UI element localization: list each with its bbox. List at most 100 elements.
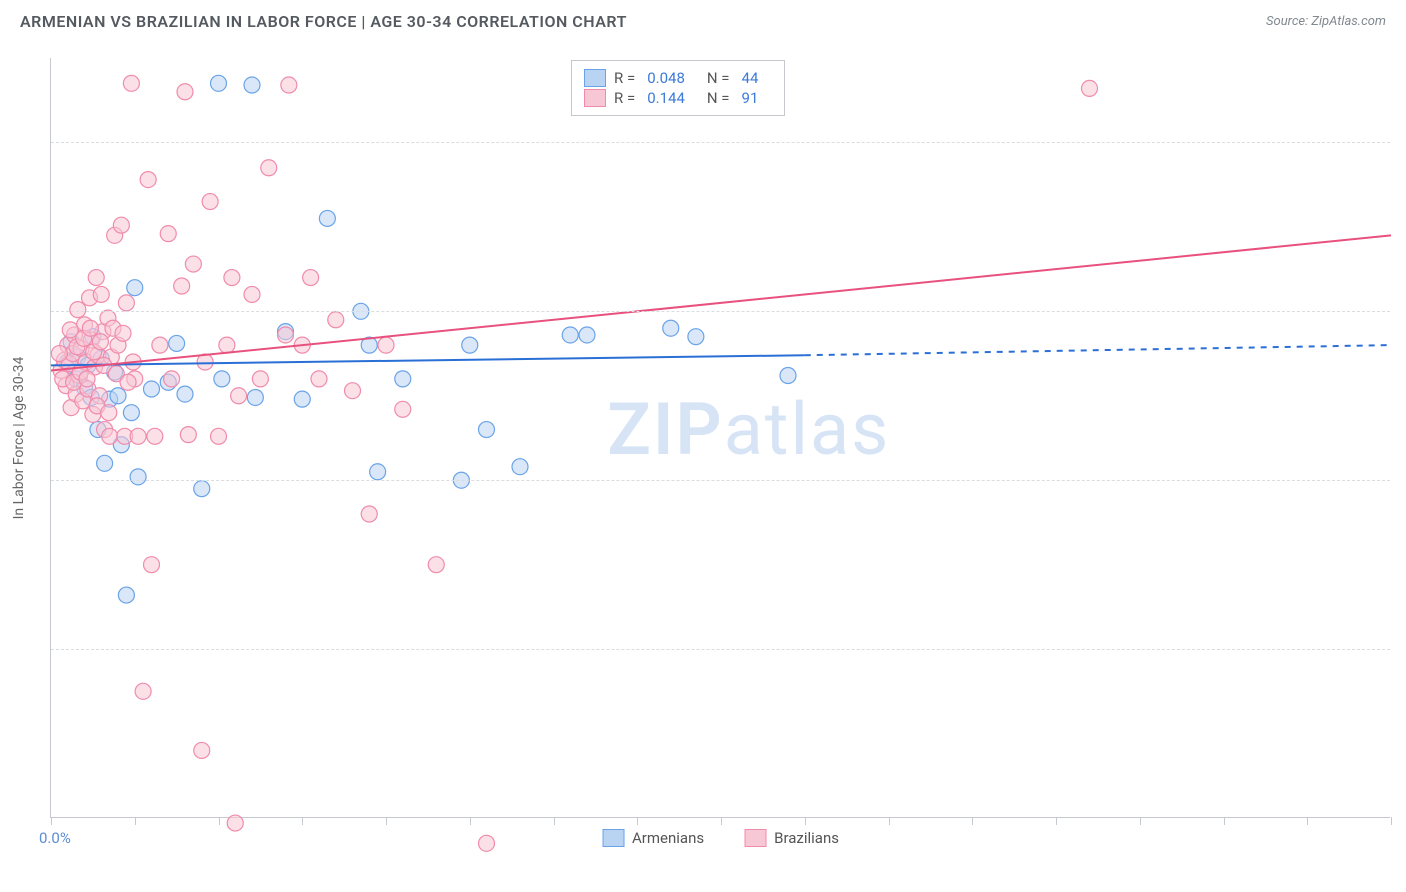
legend-stat-row-armenians: R =0.048N =44 <box>584 69 772 87</box>
data-point-brazilians <box>144 557 160 573</box>
stat-n-label: N = <box>707 89 730 107</box>
data-point-armenians <box>194 481 210 497</box>
data-point-brazilians <box>345 383 361 399</box>
data-point-brazilians <box>70 302 86 318</box>
data-point-armenians <box>370 464 386 480</box>
x-tick <box>972 817 973 825</box>
data-point-armenians <box>462 337 478 353</box>
data-point-armenians <box>663 320 679 336</box>
data-point-brazilians <box>211 428 227 444</box>
x-tick <box>889 817 890 825</box>
data-point-brazilians <box>51 346 67 362</box>
data-point-armenians <box>214 371 230 387</box>
data-point-brazilians <box>88 270 104 286</box>
data-point-armenians <box>294 391 310 407</box>
data-point-brazilians <box>224 270 240 286</box>
data-point-armenians <box>479 422 495 438</box>
legend-bottom: Armenians Brazilians <box>602 829 839 847</box>
x-tick <box>219 817 220 825</box>
data-point-brazilians <box>303 270 319 286</box>
data-point-armenians <box>110 388 126 404</box>
chart-area: In Labor Force | Age 30-34 ZIPatlas R =0… <box>50 58 1390 818</box>
legend-swatch-icon <box>744 829 766 847</box>
data-point-brazilians <box>115 325 131 341</box>
data-point-brazilians <box>244 286 260 302</box>
x-axis-min-label: 0.0% <box>39 829 71 847</box>
stat-n-value: 44 <box>742 69 759 87</box>
x-tick <box>637 817 638 825</box>
data-point-brazilians <box>174 278 190 294</box>
data-point-brazilians <box>479 835 495 851</box>
data-point-brazilians <box>278 327 294 343</box>
x-tick <box>1391 817 1392 825</box>
data-point-brazilians <box>180 427 196 443</box>
data-point-armenians <box>169 335 185 351</box>
data-point-brazilians <box>281 77 297 93</box>
chart-title: ARMENIAN VS BRAZILIAN IN LABOR FORCE | A… <box>20 12 627 31</box>
data-point-armenians <box>244 77 260 93</box>
data-point-armenians <box>130 469 146 485</box>
data-point-brazilians <box>101 405 117 421</box>
x-tick <box>135 817 136 825</box>
data-point-brazilians <box>152 337 168 353</box>
data-point-brazilians <box>147 428 163 444</box>
data-point-brazilians <box>177 84 193 100</box>
data-point-brazilians <box>140 172 156 188</box>
legend-item-armenians: Armenians <box>602 829 704 847</box>
gridline-h <box>51 480 1390 481</box>
data-point-brazilians <box>252 371 268 387</box>
x-tick <box>805 817 806 825</box>
data-point-brazilians <box>160 226 176 242</box>
x-tick <box>470 817 471 825</box>
data-point-armenians <box>395 371 411 387</box>
data-point-brazilians <box>428 557 444 573</box>
trendline-ext-armenians <box>805 345 1391 355</box>
data-point-brazilians <box>92 334 108 350</box>
stat-r-label: R = <box>614 69 635 87</box>
data-point-brazilians <box>102 428 118 444</box>
data-point-armenians <box>688 329 704 345</box>
stat-n-value: 91 <box>742 89 759 107</box>
trendline-armenians <box>51 355 805 365</box>
data-point-brazilians <box>219 337 235 353</box>
legend-item-brazilians: Brazilians <box>744 829 839 847</box>
data-point-brazilians <box>261 160 277 176</box>
stat-r-value: 0.144 <box>647 89 685 107</box>
stat-n-label: N = <box>707 69 730 87</box>
data-point-brazilians <box>311 371 327 387</box>
legend-swatch-icon <box>584 89 606 107</box>
x-tick <box>1056 817 1057 825</box>
legend-label: Brazilians <box>774 829 839 847</box>
legend-swatch-icon <box>584 69 606 87</box>
x-tick <box>554 817 555 825</box>
data-point-brazilians <box>185 256 201 272</box>
data-point-armenians <box>780 368 796 384</box>
data-point-brazilians <box>361 506 377 522</box>
data-point-armenians <box>144 381 160 397</box>
legend-stat-row-brazilians: R = 0.144 N = 91 <box>584 89 772 107</box>
data-point-brazilians <box>113 217 129 233</box>
data-point-armenians <box>118 587 134 603</box>
data-point-armenians <box>512 459 528 475</box>
source-attribution: Source: ZipAtlas.com <box>1266 14 1386 29</box>
data-point-armenians <box>579 327 595 343</box>
data-point-brazilians <box>227 815 243 831</box>
data-point-brazilians <box>1082 80 1098 96</box>
y-axis-title: In Labor Force | Age 30-34 <box>11 356 27 519</box>
data-point-armenians <box>562 327 578 343</box>
data-point-brazilians <box>82 320 98 336</box>
data-point-brazilians <box>164 371 180 387</box>
data-point-armenians <box>127 280 143 296</box>
x-tick <box>1140 817 1141 825</box>
stat-r-label: R = <box>614 89 635 107</box>
data-point-brazilians <box>194 742 210 758</box>
data-point-brazilians <box>231 388 247 404</box>
data-point-brazilians <box>93 286 109 302</box>
gridline-h <box>51 311 1390 312</box>
gridline-h <box>51 142 1390 143</box>
x-tick <box>721 817 722 825</box>
data-point-brazilians <box>130 428 146 444</box>
gridline-h <box>51 649 1390 650</box>
x-tick <box>386 817 387 825</box>
chart-header: ARMENIAN VS BRAZILIAN IN LABOR FORCE | A… <box>0 0 1406 39</box>
